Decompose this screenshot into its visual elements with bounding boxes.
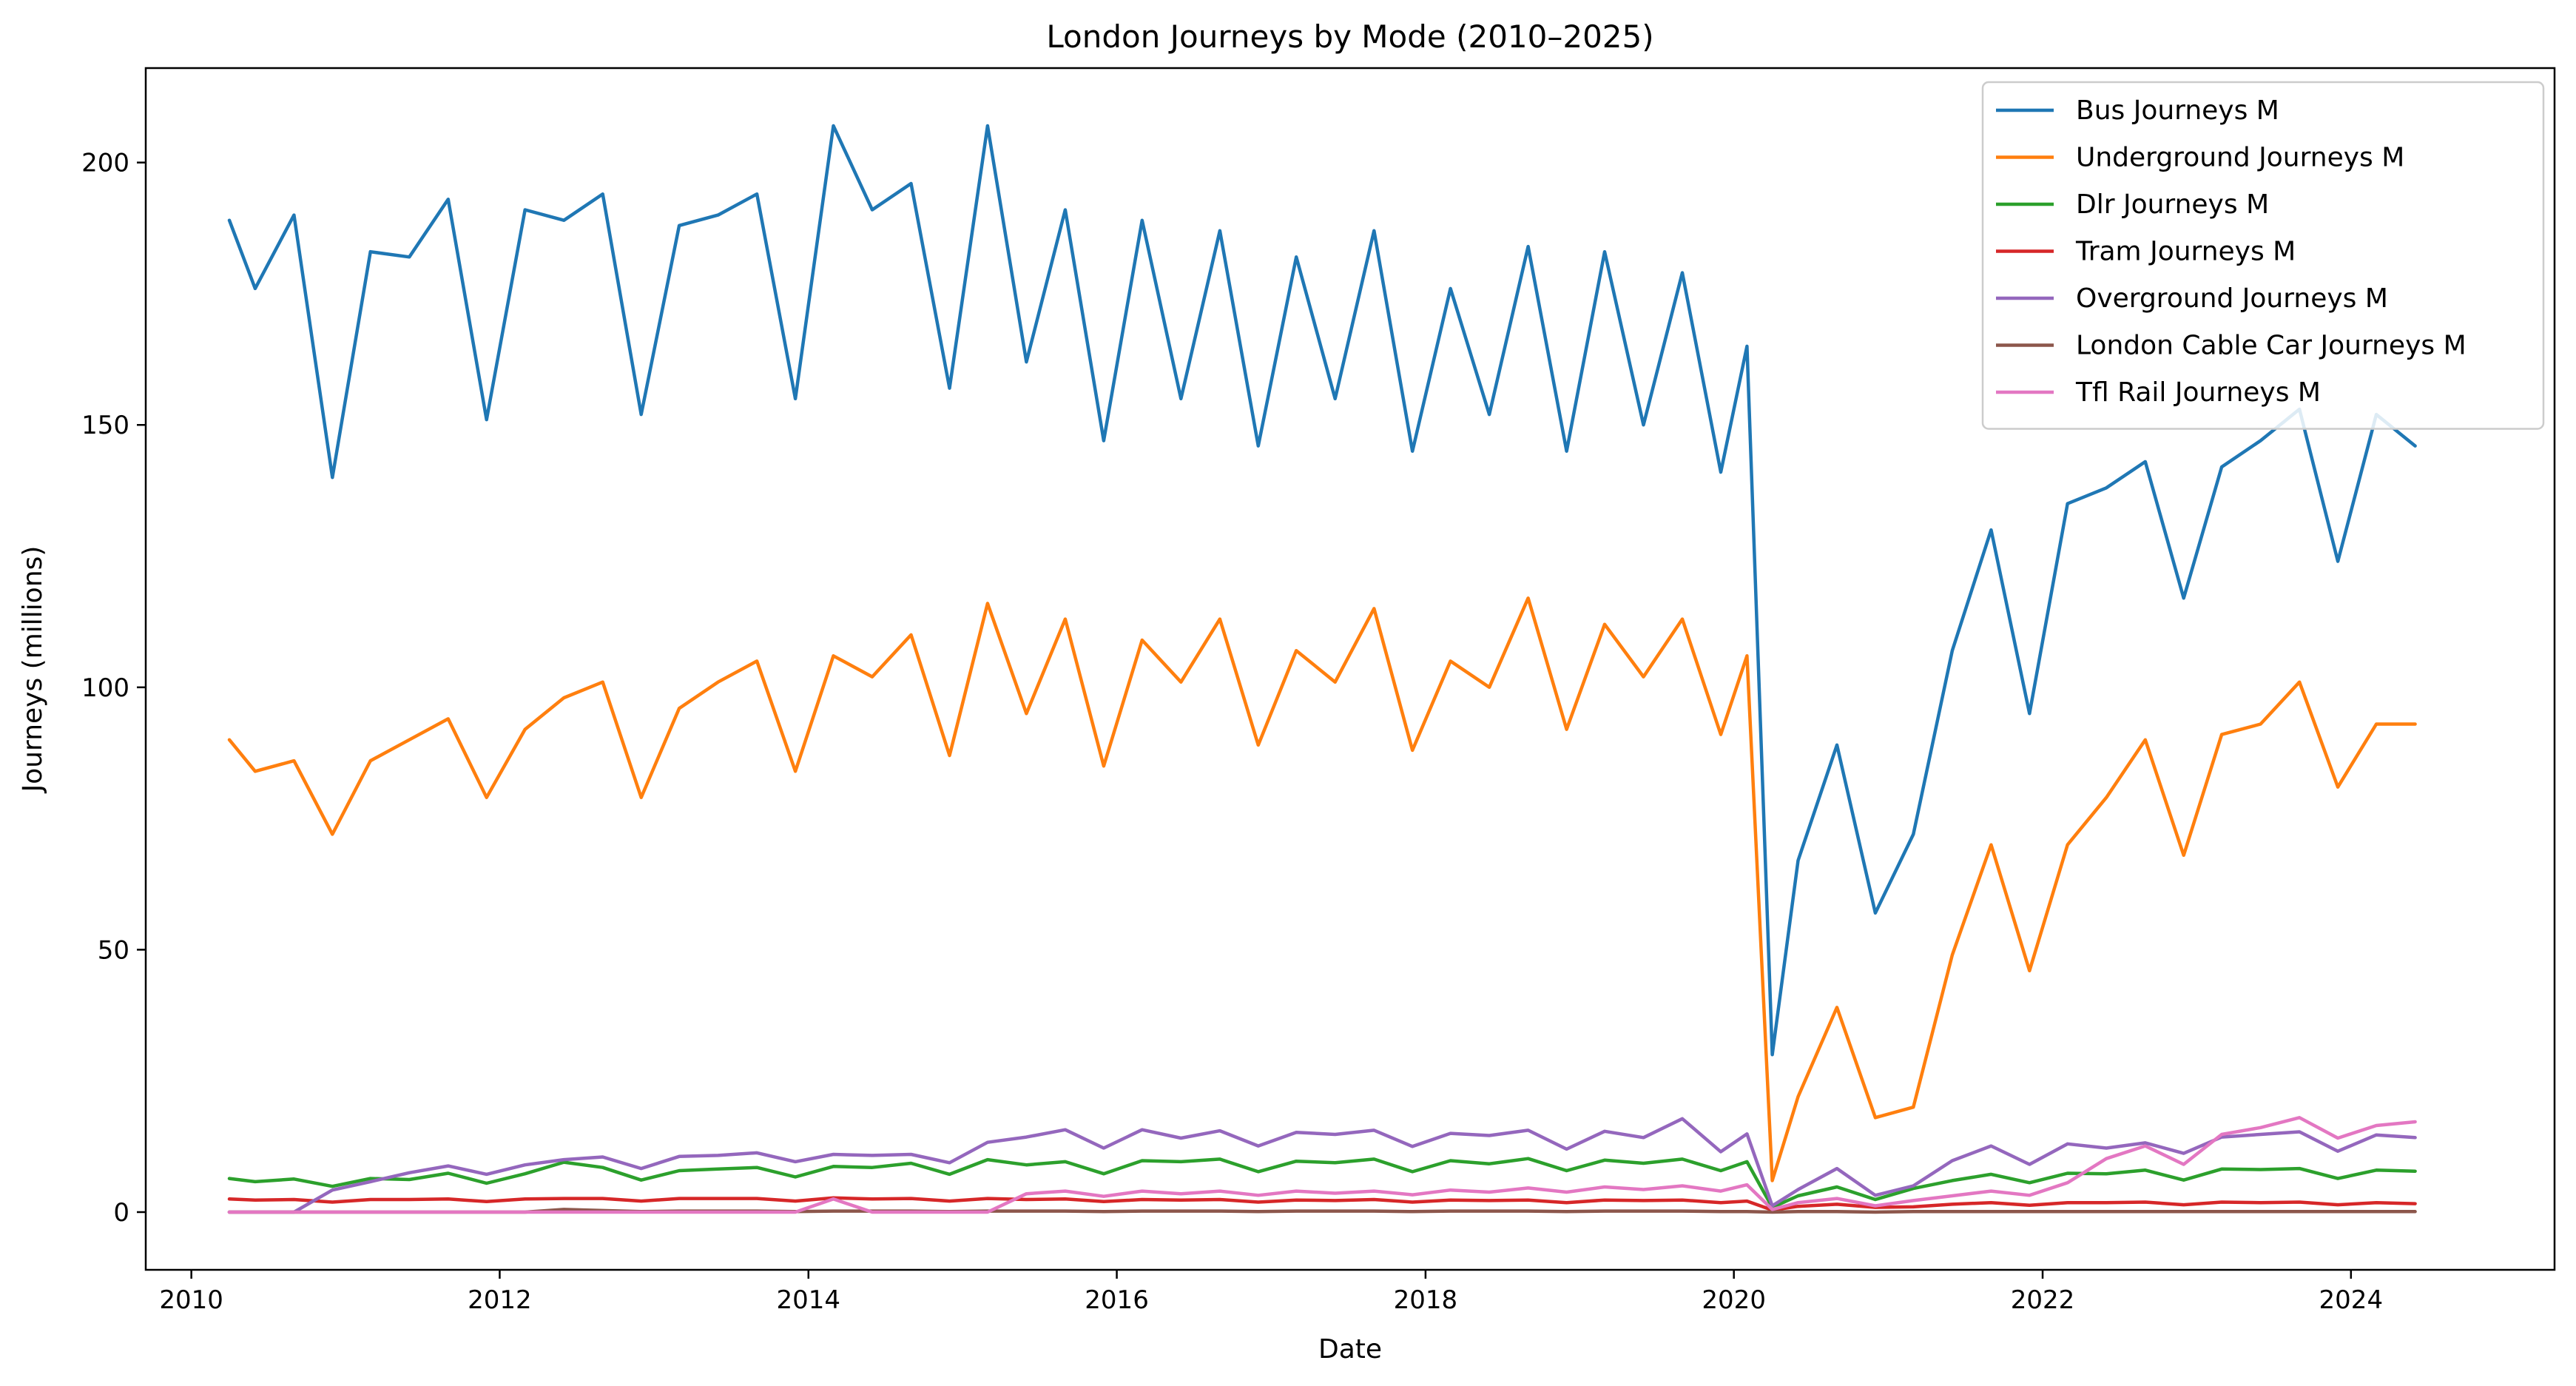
series-line-1: [227, 596, 2417, 1183]
chart-title: London Journeys by Mode (2010–2025): [1046, 18, 1653, 55]
x-tick-label: 2024: [2319, 1285, 2384, 1315]
x-tick-label: 2020: [1702, 1285, 1766, 1315]
y-axis-label: Journeys (millions): [18, 546, 48, 794]
series-layer: [227, 124, 2417, 1214]
series-line-5: [227, 1208, 2417, 1214]
series-line-0: [227, 124, 2417, 1057]
y-tick-label: 50: [98, 935, 129, 965]
x-axis-label: Date: [1318, 1334, 1382, 1365]
x-tick-label: 2022: [2011, 1285, 2075, 1315]
legend-label-0: Bus Journeys M: [2076, 95, 2279, 126]
legend-label-5: London Cable Car Journeys M: [2076, 331, 2467, 361]
x-tick-label: 2012: [468, 1285, 532, 1315]
x-tick-label: 2018: [1394, 1285, 1458, 1315]
y-tick-label: 0: [113, 1198, 129, 1228]
axis-layer: 2010 2012 2014 2016 2018 2020 2022 2024 0 50 100 15…: [81, 149, 2383, 1315]
legend-label-6: Tfl Rail Journeys M: [2075, 377, 2321, 408]
legend-label-3: Tram Journeys M: [2075, 237, 2296, 267]
plot-frame: [144, 67, 2556, 1271]
series-line-3: [227, 1196, 2417, 1212]
legend-frame: [1981, 81, 2545, 430]
x-tick-label: 2016: [1085, 1285, 1149, 1315]
legend-label-2: Dlr Journeys M: [2076, 189, 2269, 220]
series-line-4: [227, 1117, 2417, 1214]
series-line-2: [227, 1157, 2417, 1209]
y-tick-label: 150: [81, 411, 129, 440]
legend: Bus Journeys M Underground Journeys M Dlr …: [1981, 81, 2545, 430]
series-line-6: [227, 1116, 2417, 1214]
x-tick-label: 2010: [159, 1285, 223, 1315]
y-tick-label: 100: [81, 673, 129, 703]
legend-label-1: Underground Journeys M: [2076, 143, 2404, 173]
x-tick-label: 2014: [777, 1285, 841, 1315]
legend-label-4: Overground Journeys M: [2076, 283, 2388, 314]
y-tick-label: 200: [81, 149, 129, 178]
